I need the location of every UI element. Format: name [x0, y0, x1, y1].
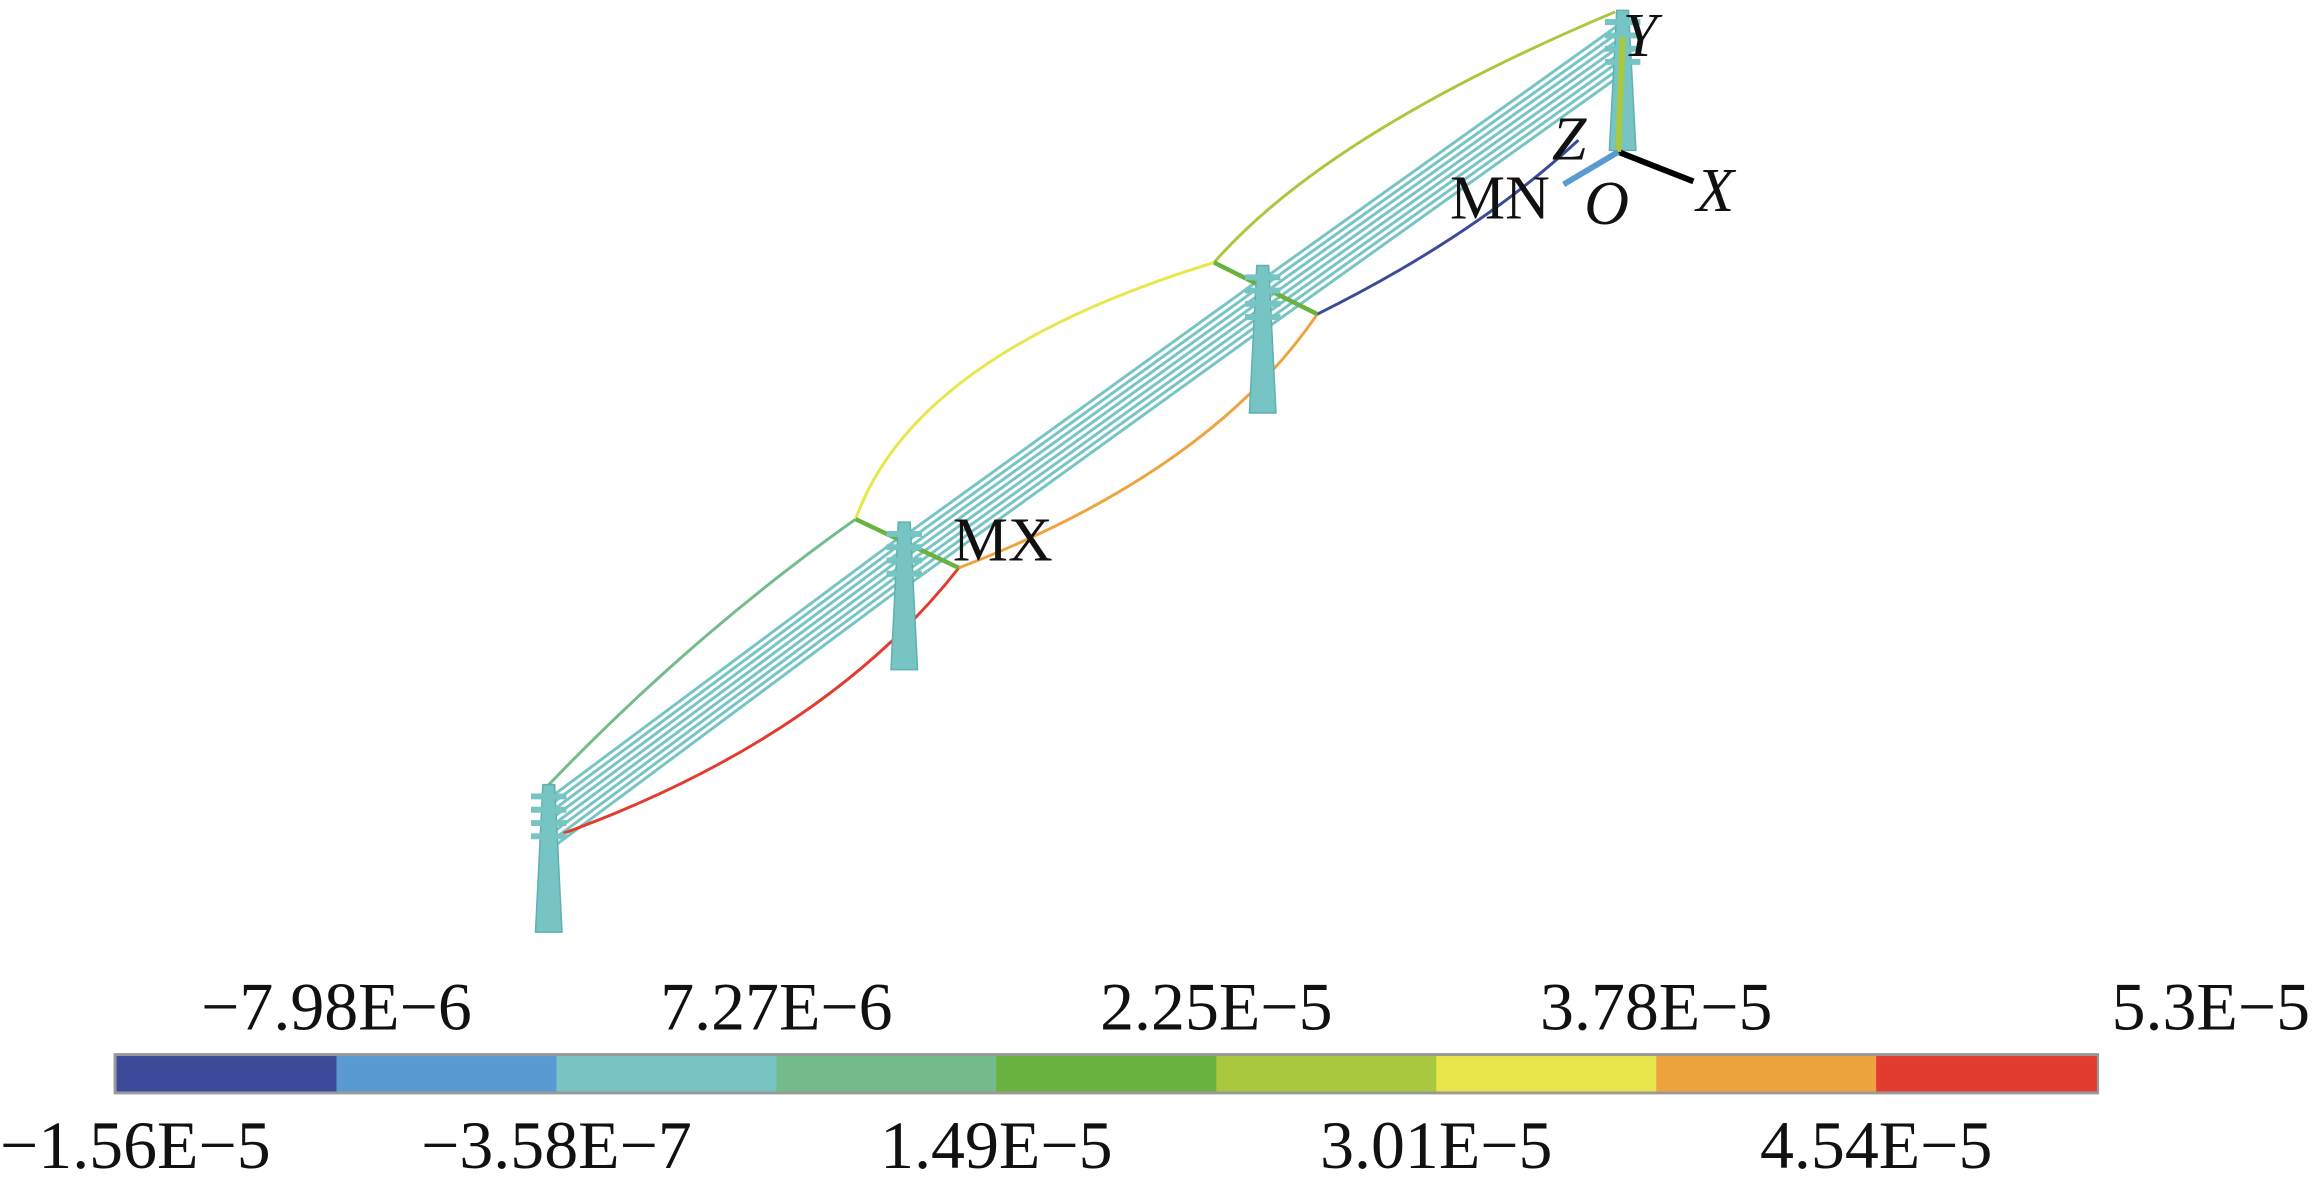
sag-wire: [547, 517, 857, 786]
colorbar-label: −7.98E−6: [201, 970, 472, 1045]
conductor: [550, 532, 906, 798]
sag-wire: [1212, 10, 1616, 264]
colorbar-band: [996, 1056, 1218, 1092]
min-marker: MN: [1450, 164, 1550, 232]
conductor: [1264, 65, 1624, 323]
conductor: [906, 320, 1264, 580]
y-label: Y: [1623, 2, 1663, 70]
colorbar-label: 3.01E−5: [1320, 1108, 1552, 1177]
conductor: [550, 569, 906, 835]
conductor: [1264, 43, 1624, 301]
conductors: [550, 20, 1624, 850]
colorbar-label: 4.54E−5: [1760, 1108, 1992, 1177]
conductor: [1264, 28, 1624, 286]
colorbar-band: [336, 1056, 558, 1092]
x-label: X: [1693, 157, 1736, 225]
conductor: [906, 290, 1264, 550]
colorbar-band: [1656, 1056, 1877, 1092]
sag-wire: [562, 566, 960, 835]
conductor: [1264, 50, 1624, 308]
colorbar-band: [1436, 1056, 1657, 1092]
conductor: [906, 305, 1264, 565]
y-axis: [1615, 36, 1626, 153]
colorbar-band: [776, 1056, 998, 1092]
sag-wire: [854, 261, 1215, 520]
sag-wire: [958, 313, 1319, 570]
colorbar-band: [116, 1056, 338, 1092]
conductor: [550, 584, 906, 850]
colorbar-label: −3.58E−7: [421, 1108, 692, 1177]
origin-label: O: [1584, 170, 1629, 238]
conductor: [1264, 35, 1624, 294]
z-axis: [1562, 149, 1620, 187]
x-axis: [1617, 149, 1695, 185]
colorbar-label: 3.78E−5: [1540, 970, 1772, 1045]
conductor: [906, 312, 1264, 572]
colorbar: −1.56E−5 −7.98E−6 −3.58E−7 7.27E−6 1.49E−5 2.…: [0, 970, 2310, 1177]
colorbar-band: [1876, 1056, 2097, 1092]
conductor: [550, 562, 906, 828]
colorbar-label: 7.27E−6: [660, 970, 892, 1045]
towers: [531, 9, 1641, 933]
max-marker: MX: [953, 506, 1053, 574]
conductor: [1264, 20, 1624, 279]
conductor: [906, 276, 1264, 536]
colorbar-label: 2.25E−5: [1100, 970, 1332, 1045]
colorbar-label: 5.3E−5: [2112, 970, 2310, 1045]
conductor: [550, 554, 906, 820]
conductor: [550, 576, 906, 842]
colorbar-label: 1.49E−5: [880, 1108, 1112, 1177]
conductor: [1264, 57, 1624, 316]
conductor: [906, 327, 1264, 587]
z-label: Z: [1552, 105, 1587, 173]
conductor: [550, 547, 906, 813]
colorbar-band: [1216, 1056, 1438, 1092]
conductor: [1264, 72, 1624, 331]
conductor: [906, 298, 1264, 558]
conductor: [906, 283, 1264, 543]
sag-wire: [1316, 139, 1580, 316]
conductor: [550, 540, 906, 806]
colorbar-band: [556, 1056, 778, 1092]
colorbar-label: −1.56E−5: [0, 1108, 271, 1177]
